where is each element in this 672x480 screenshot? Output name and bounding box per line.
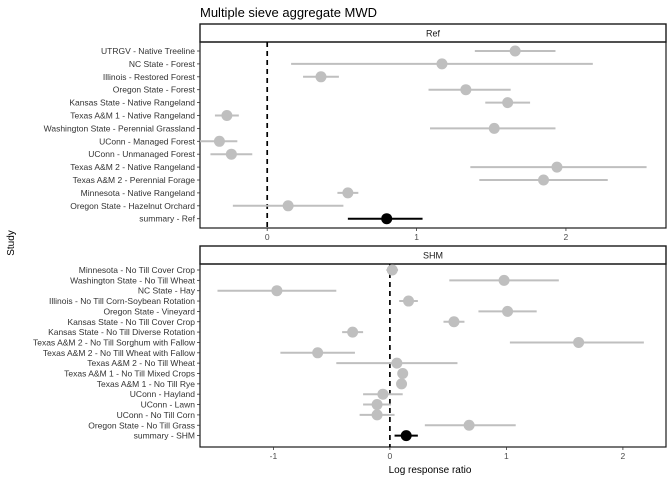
x-tick-label: 0 [265,232,270,242]
y-axis-title: Study [6,230,17,256]
study-label: UConn - No Till Corn [117,410,196,420]
study-point [377,388,389,400]
study-label: Kansas State - No Till Cover Crop [67,317,195,327]
study-label: NC State - Forest [129,59,196,69]
summary-point [381,213,393,225]
study-point [315,71,327,83]
study-label: Texas A&M 2 - No Till Sorghum with Fallo… [33,337,196,347]
study-point [391,357,403,369]
summary-point [400,430,412,442]
study-label: Kansas State - Native Rangeland [69,98,195,108]
study-label: Texas A&M 1 - No Till Mixed Crops [64,369,195,379]
study-point [213,135,225,147]
study-point [371,399,383,411]
study-label: Minnesota - No Till Cover Crop [79,265,195,275]
study-point [225,148,237,160]
study-point [347,326,359,338]
study-point [488,122,500,134]
study-point [460,84,472,96]
x-tick-label: -1 [270,451,278,461]
x-tick-label: 0 [388,451,393,461]
study-point [312,347,324,359]
study-point [573,336,585,348]
study-label: Texas A&M 2 - Native Rangeland [70,162,195,172]
study-label: Illinois - Restored Forest [103,72,196,82]
x-axis-title: Log response ratio [389,465,472,476]
study-label: Oregon State - No Till Grass [88,420,195,430]
panel-strip-label: SHM [423,251,443,261]
panel-border [199,41,667,229]
study-point [342,187,354,199]
study-point [221,110,233,121]
study-label: Texas A&M 1 - Native Rangeland [70,111,195,121]
study-label: NC State - Hay [138,286,196,296]
x-tick-label: 2 [621,451,626,461]
study-label: UConn - Hayland [130,389,195,399]
study-label: Oregon State - Vineyard [103,306,195,316]
study-label: Minnesota - Native Rangeland [81,188,196,198]
study-label: UTRGV - Native Treeline [101,46,195,56]
study-label: Oregon State - Forest [113,85,196,95]
study-point [403,295,415,307]
study-point [448,316,460,328]
x-tick-label: 1 [504,451,509,461]
study-point [498,274,510,286]
study-point [538,174,550,186]
study-point [463,419,475,431]
chart-title: Multiple sieve aggregate MWD [200,5,377,20]
study-point [509,45,521,57]
study-label: Texas A&M 2 - No Till Wheat [87,358,195,368]
study-label: Kansas State - No Till Diverse Rotation [48,327,195,337]
study-point [271,285,283,297]
x-tick-label: 1 [414,232,419,242]
study-point [396,378,408,390]
summary-label: summary - SHM [134,431,195,441]
study-label: UConn - Unmanaged Forest [88,149,195,159]
panel-ref: Ref UTRGV - Native Treeline NC State - For… [44,23,667,242]
facet-panels: Ref UTRGV - Native Treeline NC State - For… [33,23,667,461]
panel-strip-label: Ref [426,29,441,39]
study-point [371,409,383,421]
study-label: Washington State - Perennial Grassland [44,123,196,133]
x-tick-label: 2 [564,232,569,242]
study-point [386,264,398,276]
study-point [502,97,514,109]
study-label: Texas A&M 2 - Perennial Forage [73,175,196,185]
study-label: Washington State - No Till Wheat [70,275,196,285]
study-label: UConn - Lawn [141,400,196,410]
study-point [282,200,294,212]
study-label: Texas A&M 1 - No Till Rye [97,379,196,389]
study-point [502,305,514,317]
study-label: UConn - Managed Forest [99,136,196,146]
study-label: Texas A&M 2 - No Till Wheat with Fallow [43,348,196,358]
study-point [436,58,448,70]
panel-border [199,263,667,448]
study-point [397,368,409,379]
study-label: Illinois - No Till Corn-Soybean Rotation [49,296,195,306]
study-label: Oregon State - Hazelnut Orchard [70,201,195,211]
study-point [551,161,563,173]
panel-shm: SHM Minnesota - No Till Cover CropWashing… [33,245,667,461]
summary-label: summary - Ref [139,214,195,224]
